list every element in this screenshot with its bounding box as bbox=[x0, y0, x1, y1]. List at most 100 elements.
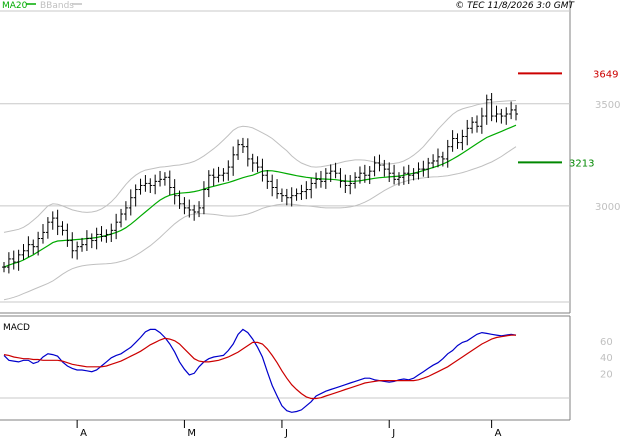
price-bar bbox=[162, 172, 167, 186]
price-bar bbox=[26, 236, 31, 258]
price-bar bbox=[416, 162, 421, 180]
price-bar bbox=[119, 208, 124, 228]
price-bar bbox=[41, 224, 46, 244]
month-label: A bbox=[80, 428, 87, 439]
price-bar bbox=[187, 199, 192, 218]
price-bar bbox=[201, 181, 206, 215]
price-bar bbox=[31, 239, 36, 255]
legend-bbands: BBands bbox=[40, 1, 74, 11]
macd-tick-label: 40 bbox=[600, 353, 613, 364]
price-bar bbox=[314, 172, 319, 189]
bband-lower-line bbox=[3, 146, 517, 301]
price-bar bbox=[153, 174, 158, 195]
price-bar bbox=[357, 166, 362, 184]
price-bar bbox=[353, 172, 358, 189]
price-bar bbox=[435, 148, 440, 168]
price-bar bbox=[460, 129, 465, 151]
price-bar bbox=[138, 178, 143, 195]
price-bar bbox=[333, 162, 338, 179]
price-bar bbox=[236, 139, 241, 160]
price-tick-label: 3000 bbox=[595, 202, 620, 213]
macd-tick-label: 20 bbox=[600, 369, 613, 380]
price-bar bbox=[270, 174, 275, 197]
price-bar bbox=[440, 151, 445, 167]
price-bar bbox=[216, 166, 221, 183]
price-bar bbox=[255, 156, 260, 173]
price-bar bbox=[323, 168, 328, 189]
bband-upper-line bbox=[3, 100, 517, 233]
signal-line bbox=[3, 334, 516, 400]
price-bar bbox=[80, 237, 85, 252]
macd-tick-label: 60 bbox=[600, 337, 613, 348]
macd-line bbox=[3, 328, 517, 413]
price-bar bbox=[197, 201, 202, 218]
price-bar bbox=[387, 162, 392, 182]
price-bar bbox=[89, 233, 94, 249]
price-bar bbox=[158, 170, 163, 187]
ma20-line bbox=[3, 124, 517, 268]
price-bar bbox=[392, 164, 397, 185]
price-bar bbox=[289, 187, 294, 207]
price-bar bbox=[455, 133, 460, 149]
price-bar bbox=[84, 230, 89, 251]
price-bar bbox=[211, 168, 216, 187]
price-bar bbox=[206, 170, 211, 198]
price-bar bbox=[396, 172, 401, 186]
macd-label: MACD bbox=[3, 323, 30, 333]
price-bar bbox=[284, 188, 289, 206]
month-label: A bbox=[495, 428, 502, 439]
timestamp: © TEC 11/8/2026 3:0 GMT bbox=[455, 1, 575, 11]
price-bar bbox=[148, 178, 153, 194]
price-bar bbox=[309, 178, 314, 199]
price-bar bbox=[279, 188, 284, 202]
price-bar bbox=[406, 164, 411, 185]
price-bar bbox=[377, 154, 382, 172]
price-bar bbox=[94, 227, 99, 250]
price-bar bbox=[499, 108, 504, 124]
price-bar bbox=[240, 137, 245, 153]
price-bar bbox=[343, 174, 348, 194]
price-bar bbox=[362, 164, 367, 183]
price-bar bbox=[479, 107, 484, 134]
price-bar bbox=[231, 146, 236, 176]
price-bar bbox=[367, 166, 372, 185]
price-bar bbox=[65, 223, 70, 247]
price-bar bbox=[294, 188, 299, 201]
price-bar bbox=[250, 153, 255, 172]
price-bar bbox=[299, 184, 304, 200]
price-bar bbox=[421, 160, 426, 177]
price-bar bbox=[401, 166, 406, 185]
price-bar bbox=[50, 211, 55, 230]
price-bar bbox=[182, 197, 187, 215]
price-bar bbox=[99, 226, 104, 242]
price-bar bbox=[338, 168, 343, 188]
price-bar bbox=[123, 201, 128, 221]
price-bar bbox=[75, 241, 80, 260]
price-bar bbox=[348, 175, 353, 195]
resistance-label: 3649 bbox=[593, 69, 618, 80]
legend-ma20: MA20 bbox=[2, 1, 28, 11]
price-bar bbox=[304, 181, 309, 200]
price-bar bbox=[60, 221, 65, 236]
price-bar bbox=[445, 139, 450, 168]
price-bar bbox=[265, 170, 270, 189]
price-bar bbox=[372, 156, 377, 177]
price-bar bbox=[431, 154, 436, 169]
macd-lines bbox=[3, 328, 517, 413]
price-bar bbox=[133, 184, 138, 207]
price-bar bbox=[167, 170, 172, 196]
price-bar bbox=[172, 179, 177, 205]
price-bar bbox=[221, 168, 226, 182]
month-label: M bbox=[187, 428, 196, 439]
price-bar bbox=[514, 104, 518, 121]
price-bar bbox=[504, 107, 509, 125]
price-bar bbox=[489, 92, 494, 122]
price-bar bbox=[109, 223, 114, 242]
price-bar bbox=[470, 117, 475, 134]
price-bar bbox=[382, 159, 387, 177]
price-gridlines bbox=[0, 103, 570, 303]
month-label: J bbox=[284, 428, 288, 439]
price-bar bbox=[70, 232, 75, 259]
